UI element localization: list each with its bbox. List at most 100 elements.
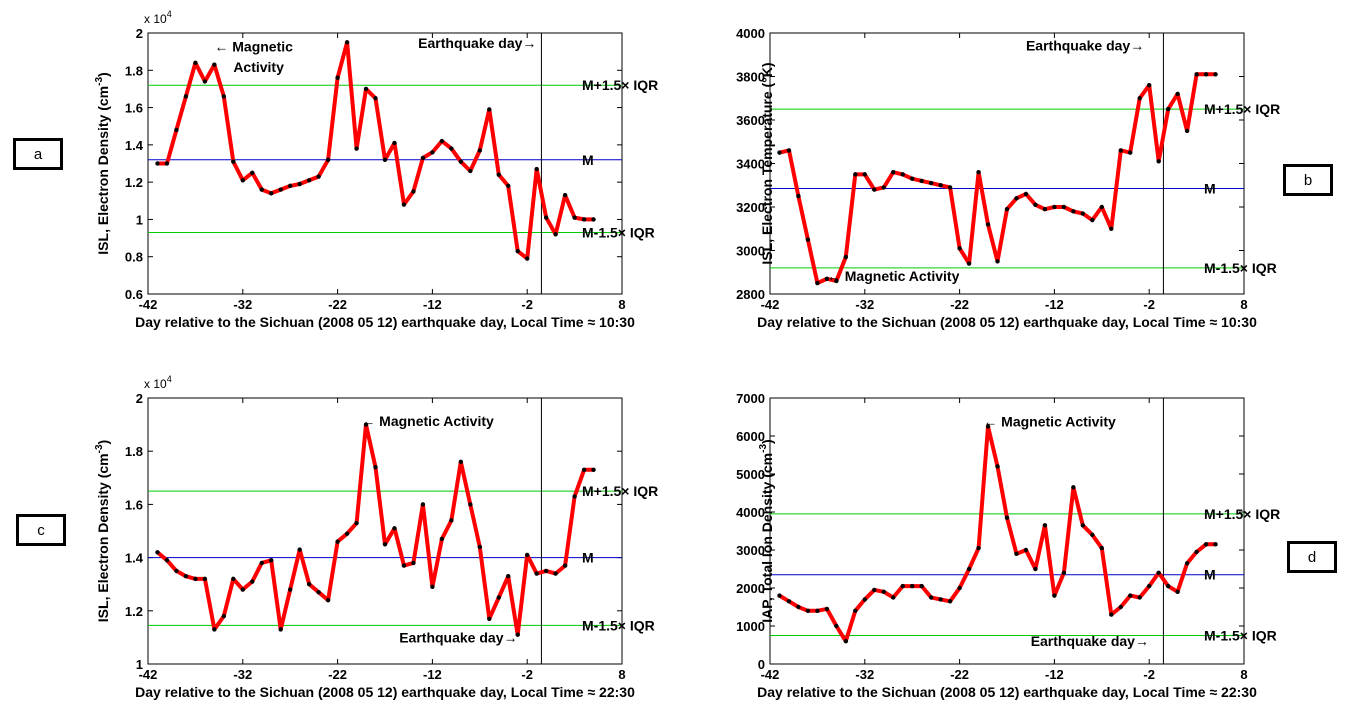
data-point: [947, 185, 953, 190]
reference-line-label: M+1.5× IQR: [582, 77, 658, 93]
y-axis-label: ISL, Electron Density (cm-3): [94, 440, 111, 622]
data-point: [777, 150, 782, 155]
data-point: [250, 170, 255, 176]
y-axis-label-superscript: -3: [94, 77, 105, 86]
annotation-text: Earthquake day→: [1031, 633, 1149, 649]
reference-line-label: M-1.5× IQR: [1204, 260, 1277, 276]
data-point: [1109, 226, 1114, 231]
x-tick-label: -32: [855, 667, 874, 682]
data-point: [269, 191, 274, 196]
data-point: [1061, 204, 1067, 210]
data-point: [572, 215, 577, 220]
x-tick-label: 8: [1240, 667, 1247, 682]
panel-tag-b-label: b: [1303, 171, 1313, 189]
data-point: [202, 79, 208, 84]
x-tick-label: -2: [1143, 297, 1155, 312]
y-tick-label: 1.2: [125, 175, 143, 190]
data-point: [306, 582, 312, 587]
y-tick-label: 1.6: [125, 101, 143, 116]
data-point: [363, 86, 369, 92]
data-point: [891, 170, 896, 175]
data-point: [1194, 72, 1199, 77]
data-point: [1109, 612, 1114, 617]
data-point: [1203, 72, 1209, 77]
data-point: [543, 215, 549, 220]
data-point: [862, 172, 867, 177]
data-point: [1052, 204, 1057, 210]
data-point: [1147, 583, 1152, 589]
data-point: [1203, 542, 1209, 547]
data-point: [938, 183, 943, 188]
x-tick-label: -42: [761, 667, 780, 682]
x-tick-label: -22: [328, 297, 347, 312]
data-point: [193, 576, 198, 582]
x-tick-label: -2: [1143, 667, 1155, 682]
panel-tag-d-label: d: [1307, 548, 1317, 566]
data-point: [957, 585, 962, 591]
reference-line-label: M-1.5× IQR: [582, 224, 655, 240]
data-point: [477, 544, 482, 550]
y-tick-label: 2: [136, 391, 143, 406]
data-point: [581, 217, 587, 222]
data-series-line: [779, 72, 1216, 286]
y-tick-label: 0.8: [125, 250, 143, 265]
reference-line-label: M: [582, 152, 594, 168]
data-point: [212, 62, 217, 67]
y-tick-label: 1: [136, 212, 143, 227]
data-point: [805, 237, 811, 242]
data-point: [411, 560, 416, 566]
reference-line-label: M: [1204, 181, 1216, 197]
data-point: [834, 278, 839, 284]
data-point: [786, 148, 792, 153]
data-point: [458, 159, 464, 164]
data-point: [288, 183, 293, 189]
annotation-text: ← Magnetic Activity: [827, 268, 960, 284]
data-point: [824, 606, 830, 612]
data-point: [815, 608, 820, 613]
data-point: [910, 176, 915, 181]
y-tick-label: 2800: [736, 287, 765, 302]
y-tick-label: 2000: [736, 581, 765, 596]
reference-line-label: M+1.5× IQR: [1204, 101, 1280, 117]
data-point: [496, 172, 501, 177]
data-point: [496, 595, 501, 600]
data-point: [392, 526, 397, 531]
data-point: [1213, 72, 1218, 77]
data-point: [155, 161, 160, 166]
x-tick-label: -42: [761, 297, 780, 312]
data-point: [1118, 148, 1123, 153]
data-point: [477, 148, 482, 153]
data-point: [834, 623, 839, 629]
x-tick-label: -12: [423, 297, 442, 312]
data-point: [1137, 595, 1142, 600]
data-point: [164, 558, 170, 563]
chart-panel-3: -42 -32 -22 -12 -2 8 0 1000 2000 3000 4000 5000 6000…: [736, 391, 1280, 700]
data-point: [1033, 566, 1038, 572]
data-point: [420, 502, 426, 507]
data-point: [174, 127, 179, 133]
data-point: [1156, 159, 1161, 164]
x-tick-label: -22: [950, 297, 969, 312]
data-point: [966, 566, 972, 572]
data-point: [919, 583, 924, 589]
data-point: [231, 159, 236, 164]
data-point: [174, 568, 179, 574]
data-point: [487, 107, 492, 112]
data-point: [325, 597, 331, 603]
data-point: [853, 172, 858, 177]
data-point: [297, 181, 302, 187]
reference-line-label: M-1.5× IQR: [1204, 628, 1277, 644]
data-point: [1014, 196, 1019, 201]
data-point: [976, 545, 981, 551]
data-point: [1023, 547, 1029, 553]
data-point: [468, 502, 473, 507]
data-point: [562, 563, 568, 568]
x-tick-label: -42: [139, 667, 158, 682]
y-tick-label: 3800: [736, 70, 765, 85]
data-point: [1213, 542, 1218, 547]
data-point: [1165, 106, 1171, 112]
data-point: [164, 161, 170, 166]
data-point: [202, 576, 208, 582]
data-point: [288, 587, 293, 592]
annotation-text: ← Magnetic Activity: [361, 413, 494, 429]
